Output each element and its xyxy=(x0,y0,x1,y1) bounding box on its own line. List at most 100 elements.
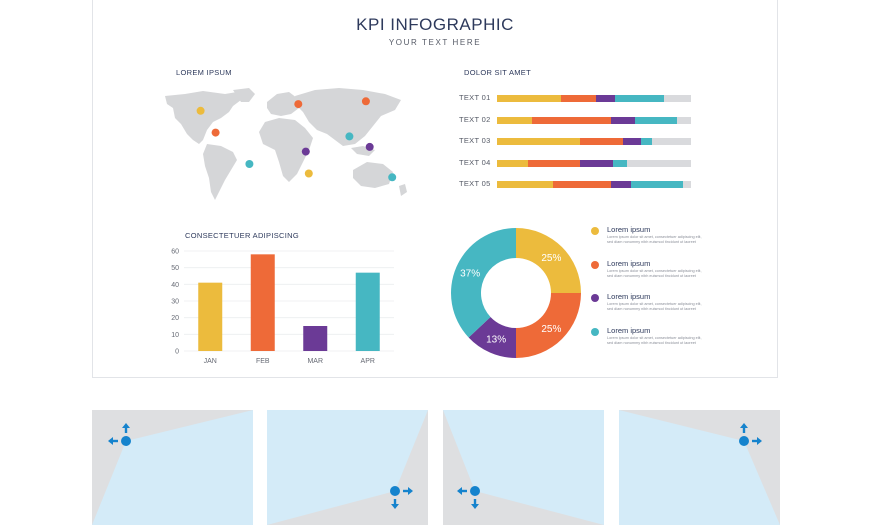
stacked-bar-track xyxy=(497,159,691,167)
stacked-bar-segment xyxy=(613,159,627,167)
x-tick-label: MAR xyxy=(307,358,323,365)
y-tick-label: 0 xyxy=(175,349,179,356)
legend-dot xyxy=(591,260,599,269)
thumb-canvas xyxy=(92,410,253,525)
stacked-bar-segment xyxy=(497,138,581,145)
stacked-bar-segment xyxy=(634,116,678,124)
stacked-bar-segment xyxy=(630,181,684,188)
legend-body: Lorem ipsum dolor sit amet, consectetuer… xyxy=(607,268,702,278)
thumb-canvas xyxy=(443,410,604,525)
page-title: KPI INFOGRAPHIC xyxy=(356,15,514,34)
corner-handle xyxy=(390,486,400,496)
legend-dot xyxy=(591,227,599,235)
stacked-bar-label: TEXT 02 xyxy=(459,114,491,124)
stacked-bar-segment xyxy=(623,138,641,145)
stacked-bar-segment xyxy=(652,138,691,145)
map-marker-5 xyxy=(301,147,310,156)
stacked-bar-track xyxy=(497,181,691,188)
stacked-bar-label: TEXT 01 xyxy=(459,93,491,102)
arrow-v-head xyxy=(471,504,479,509)
bars-section-title: DOLOR SIT AMET xyxy=(464,68,531,77)
stacked-bar-row: TEXT 03 xyxy=(459,136,699,146)
perspective-panel xyxy=(92,410,253,525)
stacked-bar-track xyxy=(497,138,691,145)
y-tick-label: 20 xyxy=(171,315,179,322)
thumb-bottom-left[interactable] xyxy=(443,410,604,525)
donut-slice-label: 13% xyxy=(486,334,506,345)
thumb-canvas xyxy=(619,410,780,525)
stacked-bar-label: TEXT 04 xyxy=(459,157,491,167)
stacked-bar-track xyxy=(497,116,691,124)
arrow-h-head xyxy=(457,487,462,495)
map-marker-3 xyxy=(245,160,254,168)
donut-slice-label: 25% xyxy=(541,324,561,335)
stacked-bar-segment xyxy=(595,95,616,102)
map-section-title: LOREM IPSUM xyxy=(176,68,232,77)
donut-slice-4 xyxy=(451,228,516,338)
stacked-bar-track xyxy=(497,95,691,102)
legend-title: Lorem ipsum xyxy=(607,225,651,234)
move-arrows-icon xyxy=(108,423,131,446)
perspective-panel xyxy=(443,410,604,525)
column-bar-jan xyxy=(198,282,223,351)
arrow-v-head xyxy=(391,504,399,509)
perspective-panel xyxy=(619,410,780,525)
arrow-h-head xyxy=(108,437,113,445)
stacked-bar-row: TEXT 04 xyxy=(459,158,699,168)
x-tick-label: FEB xyxy=(256,358,270,365)
stacked-bar-label: TEXT 03 xyxy=(459,136,491,145)
legend-title: Lorem ipsum xyxy=(607,292,651,301)
corner-handle xyxy=(739,436,749,446)
stacked-bar-segment xyxy=(626,159,691,167)
y-tick-label: 40 xyxy=(171,282,179,289)
donut-slice-label: 37% xyxy=(460,269,480,280)
legend-body: Lorem ipsum dolor sit amet, consectetuer… xyxy=(607,235,702,244)
column-chart: 0 10 20 30 40 50 60 JAN FEB MAR APR xyxy=(171,249,394,365)
map-marker-8 xyxy=(361,97,370,106)
legend-title: Lorem ipsum xyxy=(607,258,651,268)
stacked-bar-segment xyxy=(531,116,612,124)
arrow-v-head xyxy=(740,423,748,428)
arrow-h-head xyxy=(757,437,762,445)
world-map xyxy=(165,88,407,200)
stacked-bar-segment xyxy=(683,181,691,188)
column-bar-apr xyxy=(355,272,380,351)
x-tick-label: APR xyxy=(361,358,375,365)
column-bar-mar xyxy=(303,326,328,351)
legend-dot xyxy=(591,294,599,302)
donut-slice-1 xyxy=(516,228,581,293)
stacked-bar-segment xyxy=(580,159,614,167)
legend-title: Lorem ipsum xyxy=(607,325,651,335)
stacked-bar-segment xyxy=(611,116,635,124)
perspective-panel xyxy=(267,410,428,525)
y-tick-label: 30 xyxy=(171,299,179,306)
stacked-bar-label: TEXT 05 xyxy=(459,179,491,188)
donut-slice-2 xyxy=(516,293,581,358)
stacked-bar-segment xyxy=(580,138,624,145)
map-marker-9 xyxy=(365,142,374,151)
x-tick-label: JAN xyxy=(204,358,217,365)
thumb-top-right[interactable] xyxy=(619,410,780,525)
stacked-bar-segment xyxy=(497,181,554,188)
stacked-bar-segment xyxy=(528,159,581,167)
move-arrows-icon xyxy=(739,423,762,446)
stacked-bar-segment xyxy=(497,159,529,167)
map-marker-1 xyxy=(196,106,205,115)
kpi-infographic-card: KPI INFOGRAPHIC YOUR TEXT HERE LOREM IPS… xyxy=(92,0,778,378)
stacked-bar-row: TEXT 01 xyxy=(459,93,699,103)
map-markers xyxy=(196,97,397,182)
thumb-top-left[interactable] xyxy=(92,410,253,525)
thumb-canvas xyxy=(267,410,428,525)
page-subtitle: YOUR TEXT HERE xyxy=(388,38,482,47)
map-marker-4 xyxy=(294,100,303,109)
column-bar-feb xyxy=(250,254,275,351)
map-marker-2 xyxy=(211,128,220,137)
stacked-bar-row: TEXT 05 xyxy=(459,179,699,189)
thumb-bottom-right[interactable] xyxy=(267,410,428,525)
arrow-h-head xyxy=(408,487,413,495)
world-map-landmass xyxy=(165,88,407,200)
donut-slice-label: 25% xyxy=(541,253,561,264)
stacked-bar-segment xyxy=(611,181,631,188)
stacked-bar-segment xyxy=(497,116,532,124)
stacked-bar-segment xyxy=(663,95,691,102)
